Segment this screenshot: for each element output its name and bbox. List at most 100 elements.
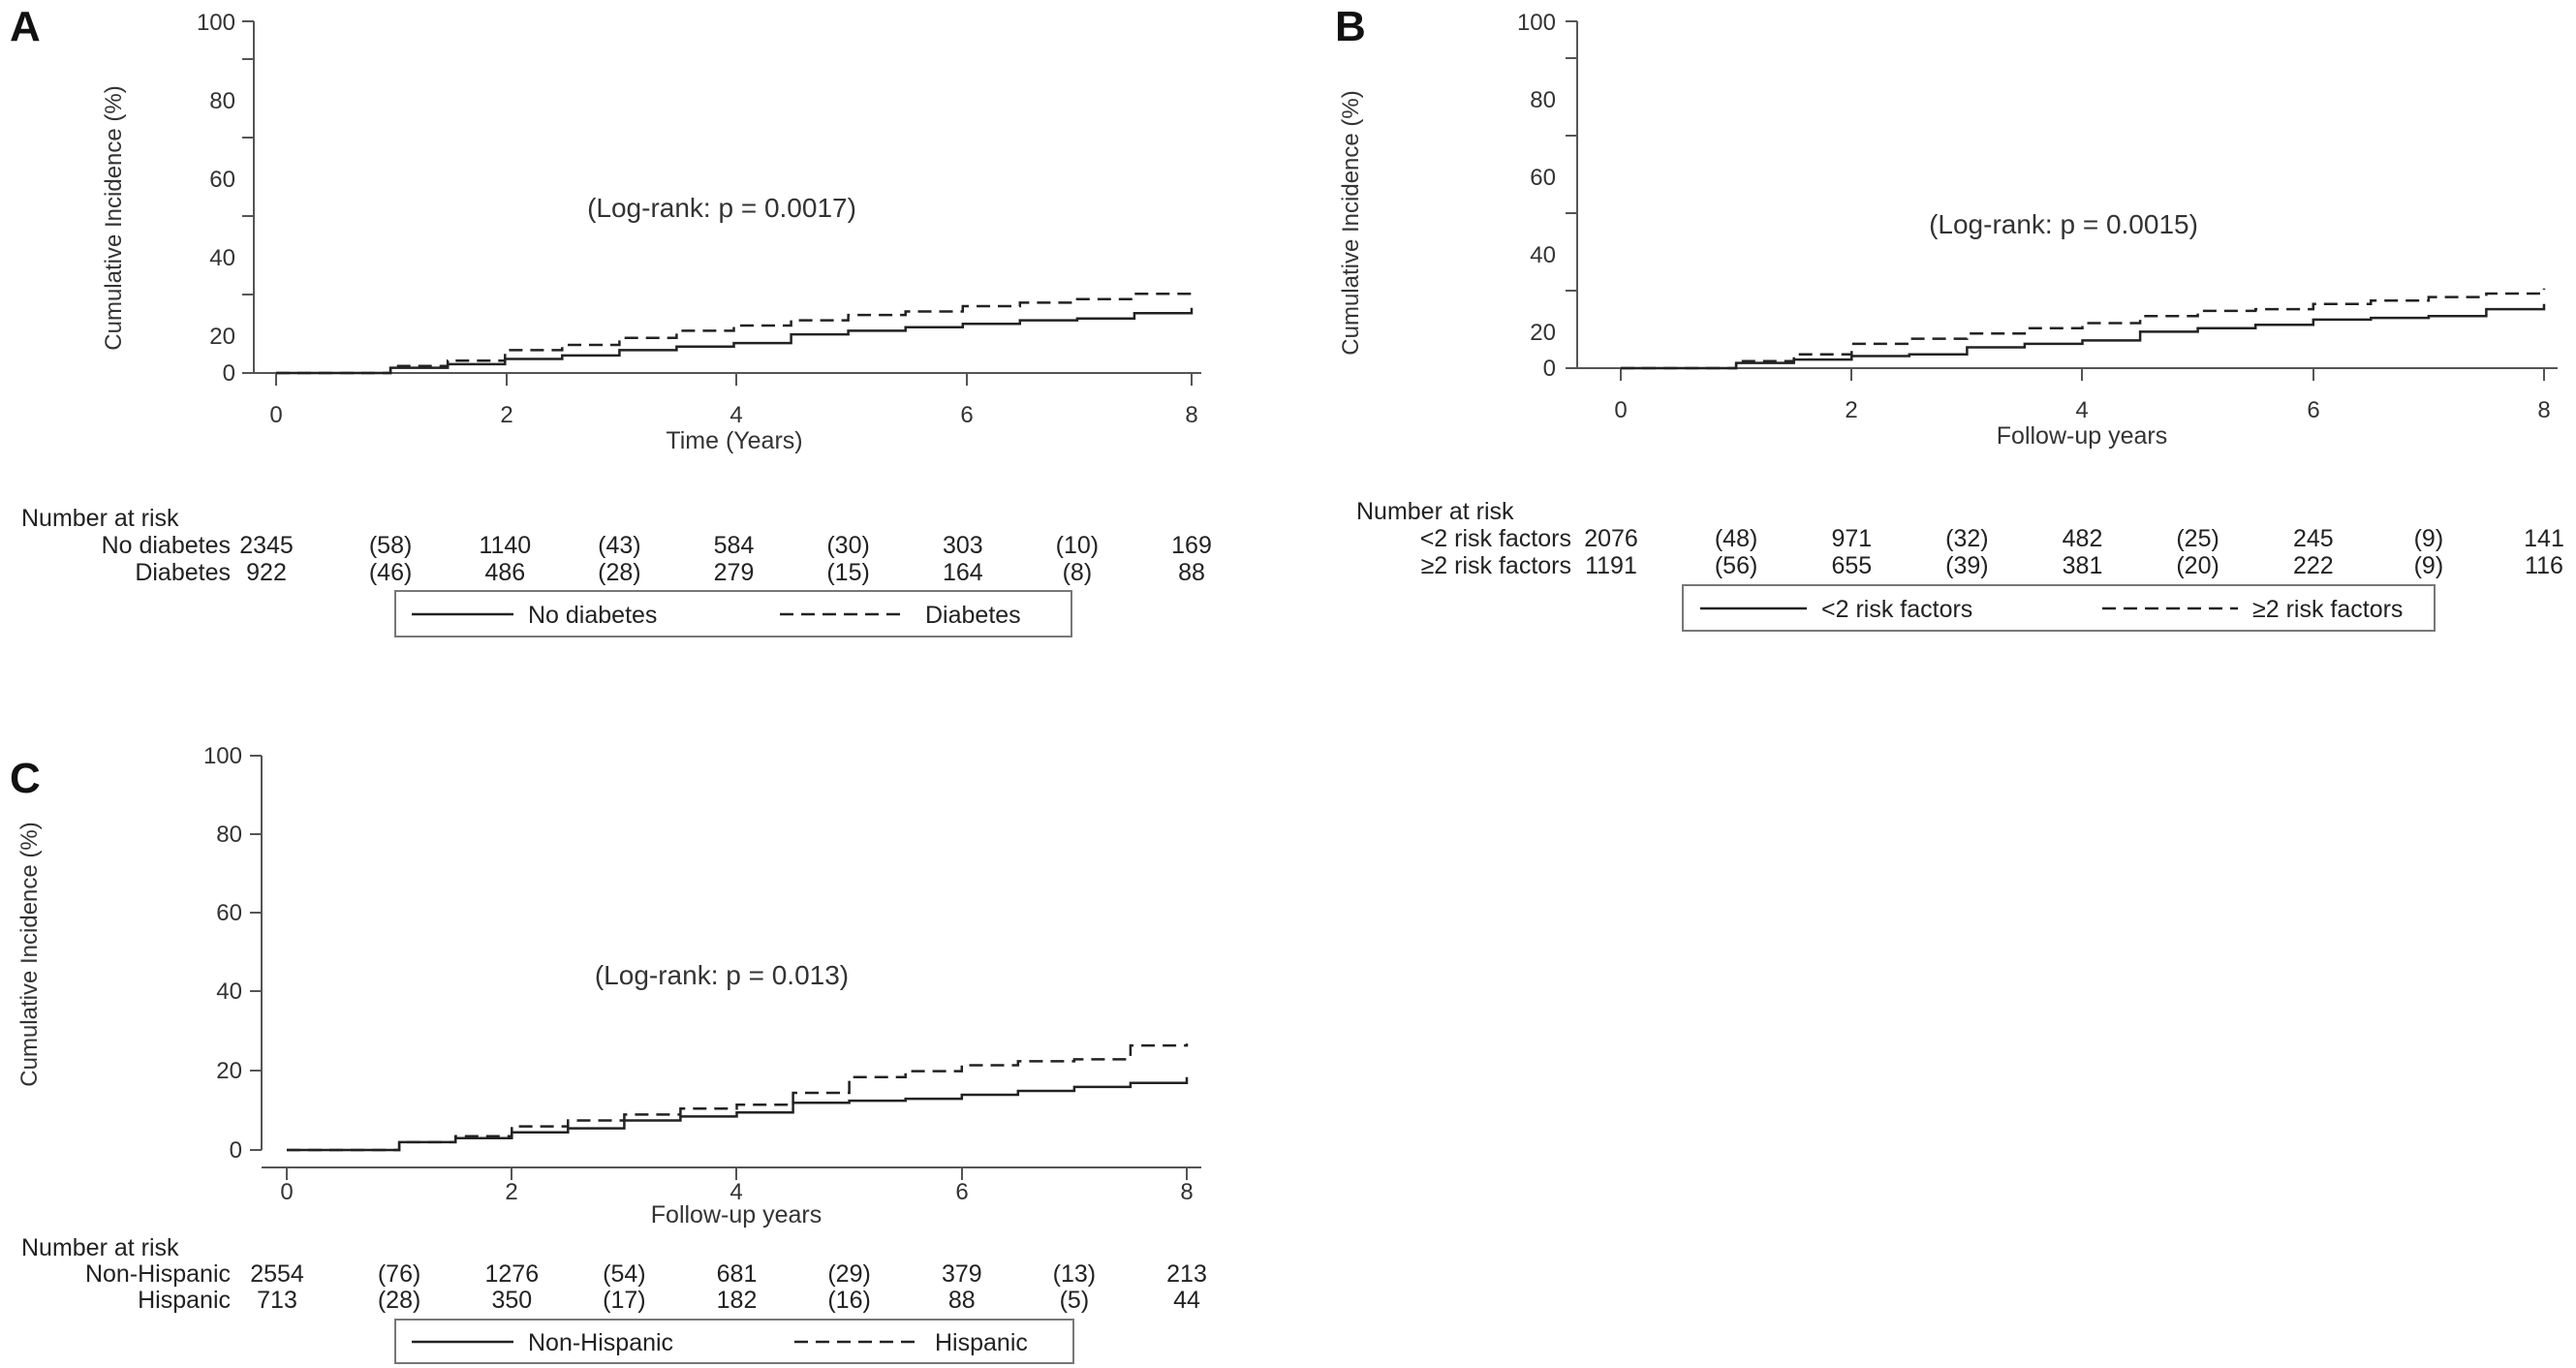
panel-c-x-tick-label: 6 (955, 1179, 968, 1205)
panel-a-x-tick-label: 0 (269, 402, 282, 428)
panel-c-x-tick-label: 4 (729, 1179, 742, 1205)
panel-c-risk-value: 2554 (250, 1260, 304, 1288)
panel-b-y-tick-label: 20 (1530, 320, 1556, 346)
panel-c-risk-value: (16) (827, 1287, 870, 1314)
panel-a-y-tick-label: 20 (209, 324, 235, 350)
panel-a-risk-value: 164 (943, 559, 983, 586)
panel-a-curves (276, 287, 1194, 375)
panel-b-risk-value: (48) (1715, 525, 1757, 552)
panel-b-y-tick-label: 80 (1530, 87, 1556, 113)
panel-b-annotation: (Log-rank: p = 0.0015) (1929, 209, 2198, 239)
panel-b-risk-value: 971 (1831, 525, 1872, 552)
panel-c-ylabel: Cumulative Incidence (%) (16, 822, 43, 1086)
panel-b-legend-label: <2 risk factors (1821, 596, 1972, 623)
panel-c-risk-value: (54) (603, 1260, 645, 1288)
panel-a-risk-value: 922 (246, 559, 287, 586)
panel-a-risk-value: (43) (598, 532, 640, 559)
panel-c-risk-value: (28) (378, 1287, 420, 1314)
panel-b-risk-title: Number at risk (1356, 498, 1514, 525)
panel-c-y-tick-label: 80 (216, 822, 242, 848)
panel-b-risk-value: 482 (2063, 525, 2103, 552)
panel-a-letter: A (10, 3, 41, 50)
panel-c-risk-value: 350 (491, 1287, 532, 1314)
panel-a-legend-label: No diabetes (528, 602, 657, 629)
panel-c-risk-value: (29) (827, 1260, 870, 1288)
panel-b-risk-value: (20) (2176, 552, 2219, 579)
panel-c-annotation: (Log-rank: p = 0.013) (595, 960, 849, 990)
panel-b-risk-row-label: ≥2 risk factors (1421, 552, 1571, 579)
panel-a-xlabel: Time (Years) (666, 427, 802, 454)
panel-a-x-tick-label: 2 (500, 402, 512, 428)
panel-a-legend-label: Diabetes (925, 602, 1021, 629)
panel-b-legend-box (1682, 584, 2436, 632)
panel-b-y-tick-label: 60 (1530, 165, 1556, 191)
panel-c-risk-title: Number at risk (21, 1234, 179, 1261)
panel-c-y-tick-label: 20 (216, 1058, 242, 1084)
panel-a-x-tick-label: 6 (960, 402, 973, 428)
panel-c-x-tick-label: 8 (1180, 1179, 1193, 1205)
panel-b-y-axis: 0 20 40 60 80 100 (1517, 10, 1578, 382)
panel-a-risk-value: 169 (1171, 532, 1212, 559)
panel-b-x-tick-label: 4 (2075, 397, 2088, 423)
panel-c-risk-value: 681 (717, 1260, 758, 1288)
panel-c-y-tick-label: 100 (203, 743, 242, 769)
panel-c-risk-value: (5) (1060, 1287, 1090, 1314)
panel-a-risk-row-label: Diabetes (135, 559, 231, 586)
panel-b-x-axis: 0 2 4 6 8 Follow-up years (1577, 367, 2558, 450)
panel-b-letter: B (1335, 3, 1366, 50)
panel-b-ylabel: Cumulative Incidence (%) (1338, 90, 1364, 355)
panel-a-y-tick-label: 60 (209, 167, 235, 193)
panel-c-legend-label: Non-Hispanic (528, 1329, 673, 1356)
panel-c-x-axis: 0 2 4 6 8 Follow-up years (262, 1166, 1201, 1228)
panel-c-curves (287, 1043, 1189, 1152)
panel-b-risk-row-label: <2 risk factors (1420, 525, 1571, 552)
panel-b-risk-table: Number at risk <2 risk factors ≥2 risk f… (1356, 498, 2564, 579)
panel-a-risk-value: (10) (1056, 532, 1099, 559)
panel-a-annotation: (Log-rank: p = 0.0017) (587, 193, 856, 223)
panel-a-risk-value: 279 (714, 559, 755, 586)
panel-c-risk-value: 713 (257, 1287, 297, 1314)
panel-c-legend-label: Hispanic (935, 1329, 1028, 1356)
panel-a-risk-value: 1140 (479, 532, 531, 559)
panel-b-series-ge2-risk-factors (1621, 288, 2546, 370)
panel-c-letter: C (10, 755, 41, 802)
panel-a-risk-value: (46) (369, 559, 412, 586)
panel-a-risk-value: 584 (714, 532, 755, 559)
panel-a-risk-value: (30) (826, 532, 869, 559)
panel-c-risk-value: (76) (378, 1260, 420, 1288)
panel-a-y-tick-label: 0 (223, 360, 235, 387)
panel-c: C Cumulative Incidence (%) 0 20 40 60 80… (10, 743, 1207, 1364)
panel-b-legend-label: ≥2 risk factors (2252, 596, 2403, 623)
panel-b-curves (1621, 288, 2546, 370)
panel-b-legend: <2 risk factors ≥2 risk factors (1682, 584, 2436, 632)
panel-c-y-tick-label: 60 (216, 900, 242, 926)
panel-c-y-tick-label: 40 (216, 979, 242, 1005)
panel-c-series-hispanic (287, 1043, 1189, 1152)
panel-b-risk-value: (25) (2176, 525, 2219, 552)
panel-a-x-axis: 0 2 4 6 8 Time (Years) (254, 372, 1201, 454)
panel-c-risk-value: 88 (948, 1287, 976, 1314)
panel-b-risk-value: 1191 (1585, 552, 1637, 579)
panel-b-x-tick-label: 0 (1614, 397, 1627, 423)
panel-a-risk-value: 486 (484, 559, 525, 586)
panel-b-risk-value: 655 (1831, 552, 1872, 579)
panel-b-risk-value: (39) (1945, 552, 1988, 579)
panel-c-risk-value: 182 (717, 1287, 758, 1314)
panel-c-x-tick-label: 0 (280, 1179, 293, 1205)
panel-a-risk-value: 2345 (239, 532, 294, 559)
panel-c-risk-value: (13) (1053, 1260, 1096, 1288)
panel-b-x-tick-label: 2 (1845, 397, 1857, 423)
panel-a-x-tick-label: 8 (1185, 402, 1197, 428)
panel-c-risk-value: 1276 (484, 1260, 539, 1288)
panel-b-y-tick-label: 100 (1517, 10, 1556, 36)
panel-b-risk-value: 116 (2525, 552, 2563, 579)
panel-a-y-tick-label: 100 (197, 10, 235, 36)
panel-c-y-tick-label: 0 (230, 1137, 242, 1164)
panel-b-risk-value: (56) (1715, 552, 1757, 579)
panel-a-ylabel: Cumulative Incidence (%) (101, 85, 127, 350)
panel-c-risk-value: 379 (942, 1260, 982, 1288)
panel-a-y-axis: 0 20 40 60 80 100 (197, 10, 255, 387)
panel-a-legend: No diabetes Diabetes (394, 590, 1072, 637)
panel-b-risk-value: 141 (2524, 525, 2564, 552)
